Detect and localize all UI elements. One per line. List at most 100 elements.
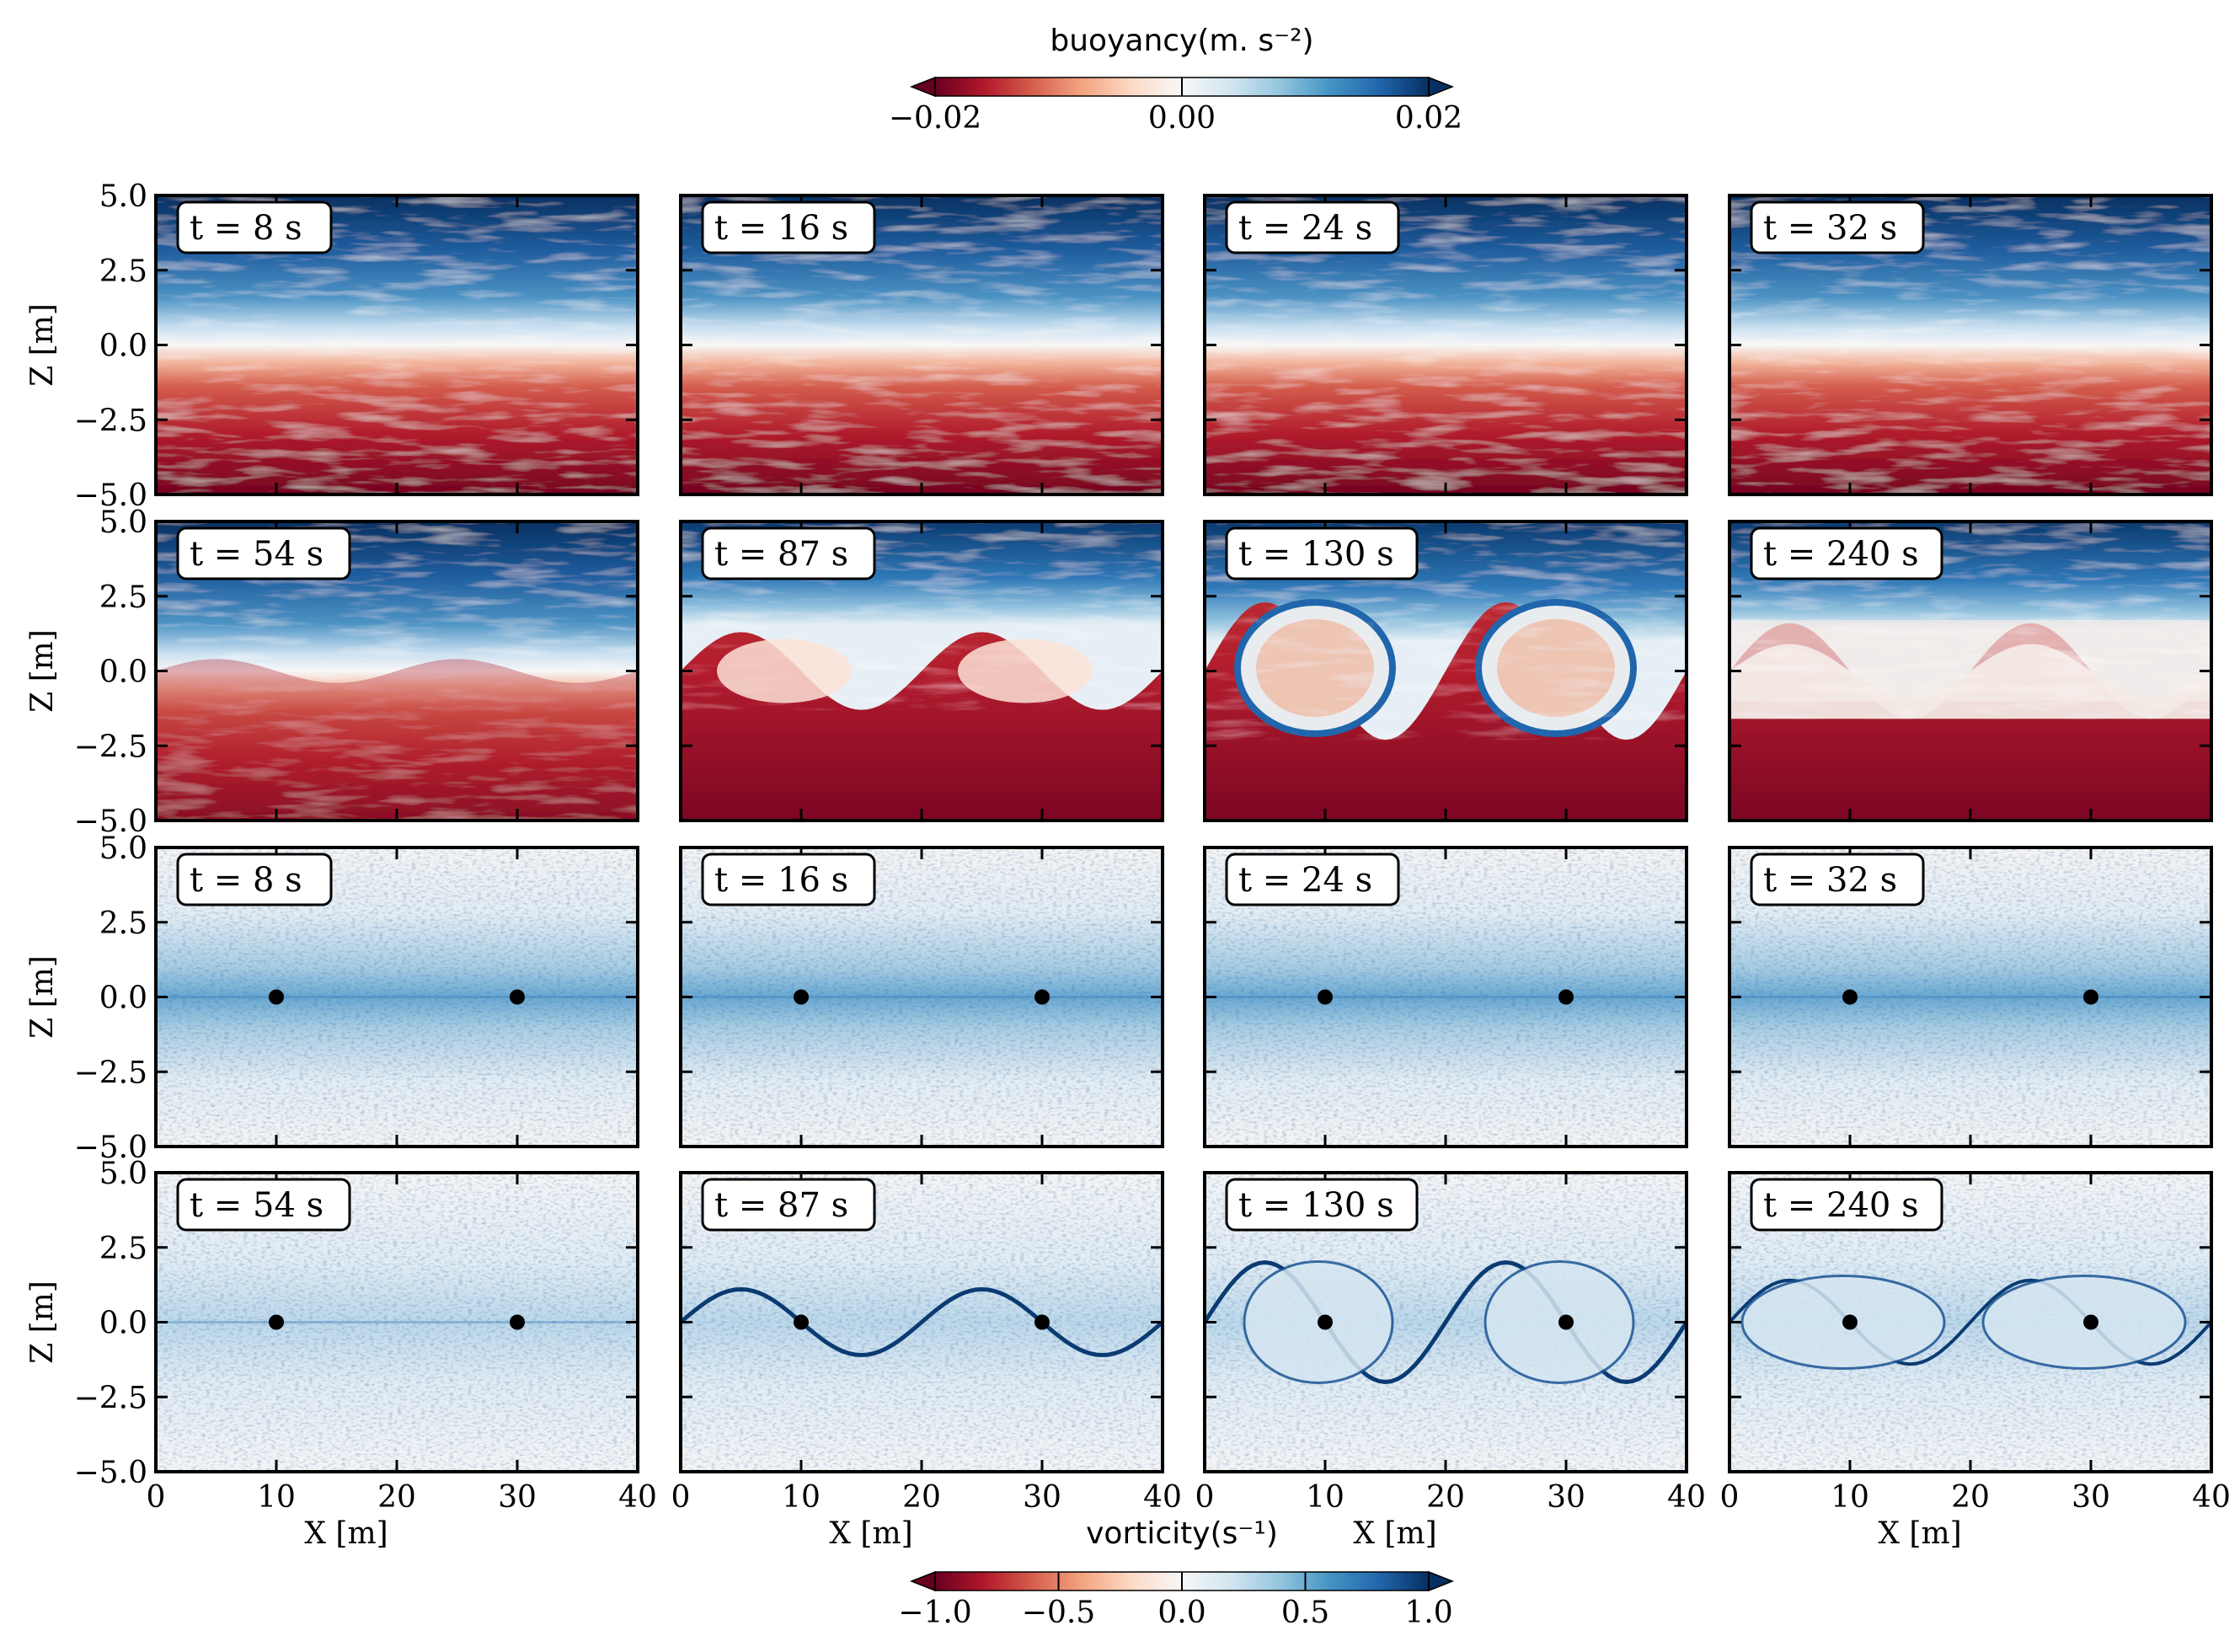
- vorticity-interface: [681, 1286, 1163, 1358]
- colorbar-extend-low: [909, 76, 936, 98]
- x-axis-label: X [m]: [304, 1516, 388, 1551]
- time-label: t = 54 s: [190, 1186, 323, 1225]
- marker-point-0: [269, 989, 284, 1005]
- x-tick-label: 30: [498, 1480, 537, 1515]
- x-tick-label: 40: [1143, 1480, 1182, 1515]
- time-label: t = 8 s: [190, 209, 302, 248]
- marker-point-1: [510, 989, 525, 1005]
- colorbar-tick-label: 0.02: [1395, 101, 1462, 136]
- colorbar-tick-label: −0.5: [1022, 1596, 1095, 1630]
- x-tick-label: 0: [1195, 1480, 1215, 1515]
- panel-image: [1729, 847, 2211, 1147]
- time-label-box: [1750, 1178, 1943, 1232]
- time-label: t = 54 s: [190, 535, 323, 574]
- buoyancy-vortex-core-1: [1497, 618, 1615, 717]
- panel-r2-c2: t = 24 s: [1203, 846, 1688, 1148]
- y-tick-label: 0.0: [99, 981, 147, 1016]
- y-tick-label: −2.5: [74, 1056, 147, 1090]
- y-tick-label: −5.0: [74, 1131, 147, 1165]
- x-tick-label: 10: [782, 1480, 821, 1515]
- panel-r1-c1: t = 87 s: [679, 520, 1164, 822]
- marker-point-0: [1842, 1314, 1858, 1330]
- marker-point-0: [794, 1314, 809, 1330]
- x-tick-label: 10: [257, 1480, 296, 1515]
- colorbar-label: vorticity(s⁻¹): [1086, 1516, 1278, 1551]
- colorbar-tick-label: −0.02: [889, 101, 981, 136]
- panel-r1-c2: t = 130 s: [1203, 520, 1688, 822]
- x-tick-label: 10: [1306, 1480, 1345, 1515]
- time-label-box: [1225, 1178, 1419, 1232]
- time-label-box: [1750, 200, 1925, 254]
- marker-point-1: [2083, 1314, 2098, 1330]
- vorticity-colorbar: −1.0 −0.5 0.0 0.5 1.0 vorticity(s⁻¹): [898, 1516, 1455, 1630]
- panel-r3-c2: 0 10 20 30 40 t = 130 s: [1195, 1171, 1706, 1515]
- time-label-box: [176, 527, 351, 580]
- x-tick-label: 20: [377, 1480, 416, 1515]
- time-label: t = 87 s: [714, 535, 848, 574]
- panel-r0-c2: t = 24 s: [1203, 194, 1688, 496]
- marker-point-0: [1842, 989, 1858, 1005]
- time-label-box: [176, 200, 333, 254]
- time-label-box: [1225, 853, 1400, 906]
- buoyancy-colorbar: −0.02 0.00 0.02 buoyancy(m. s⁻²): [889, 24, 1462, 136]
- time-label: t = 24 s: [1238, 209, 1372, 248]
- time-label: t = 240 s: [1763, 535, 1919, 574]
- colorbar-label: buoyancy(m. s⁻²): [1050, 24, 1313, 58]
- y-axis-label: Z [m]: [25, 629, 60, 713]
- panel-r3-c1: 0 10 20 30 40 t = 87 s: [671, 1171, 1182, 1515]
- y-axis-label: Z [m]: [25, 303, 60, 387]
- x-tick-label: 20: [1426, 1480, 1465, 1515]
- x-tick-label: 30: [1023, 1480, 1061, 1515]
- panel-r0-c0: 5.0 2.5 0.0 −2.5 −5.0 t = 8 s: [74, 179, 639, 513]
- y-tick-label: −2.5: [74, 1381, 147, 1415]
- marker-point-1: [1558, 1314, 1574, 1330]
- buoyancy-vortex-core-0: [1256, 618, 1374, 717]
- buoyancy-wave: [156, 659, 638, 821]
- panel-grid: 5.0 2.5 0.0 −2.5 −5.0 t = 8 s t = 16 s t = 24 s…: [74, 179, 2231, 1515]
- x-tick-label: 0: [147, 1480, 166, 1515]
- panel-r2-c0: 5.0 2.5 0.0 −2.5 −5.0 t = 8 s: [74, 831, 639, 1165]
- y-axis-label: Z [m]: [25, 955, 60, 1039]
- marker-point-0: [794, 989, 809, 1005]
- buoyancy-billow-0: [717, 639, 852, 703]
- panel-r3-c0: 5.0 2.5 0.0 −2.5 −5.00 10 20 30 40 t = 54 s: [74, 1157, 657, 1515]
- y-axis-label: Z [m]: [25, 1280, 60, 1364]
- time-label: t = 130 s: [1238, 535, 1394, 574]
- panel-r0-c1: t = 16 s: [679, 194, 1164, 496]
- x-tick-label: 0: [671, 1480, 691, 1515]
- x-tick-label: 10: [1831, 1480, 1869, 1515]
- marker-point-1: [1558, 989, 1574, 1005]
- time-label: t = 24 s: [1238, 861, 1372, 900]
- x-tick-label: 20: [902, 1480, 941, 1515]
- x-axis-label: X [m]: [829, 1516, 912, 1551]
- y-tick-label: 5.0: [99, 179, 147, 214]
- panel-r2-c3: t = 32 s: [1728, 846, 2213, 1148]
- buoyancy-billow-1: [958, 639, 1093, 703]
- x-tick-label: 30: [2072, 1480, 2110, 1515]
- colorbar-tick-label: 0.00: [1148, 101, 1216, 136]
- time-label-box: [176, 853, 333, 906]
- axis-labels: Z [m] Z [m] Z [m] Z [m] X [m] X [m] X [m] X [m]: [25, 303, 1962, 1551]
- time-label-box: [701, 853, 876, 906]
- colorbar-extend-high: [1428, 1570, 1455, 1592]
- time-label: t = 32 s: [1763, 861, 1897, 900]
- x-tick-label: 30: [1547, 1480, 1585, 1515]
- time-label-box: [1225, 527, 1419, 580]
- time-label: t = 16 s: [714, 209, 848, 248]
- panel-r2-c1: t = 16 s: [679, 846, 1164, 1148]
- y-tick-label: −5.0: [74, 805, 147, 839]
- panel-r3-c3: 0 10 20 30 40 t = 240 s: [1720, 1171, 2231, 1515]
- x-tick-label: 20: [1951, 1480, 1990, 1515]
- time-label-box: [1750, 527, 1943, 580]
- time-label: t = 240 s: [1763, 1186, 1919, 1225]
- marker-point-1: [1034, 989, 1050, 1005]
- time-label: t = 16 s: [714, 861, 848, 900]
- y-tick-label: 0.0: [99, 655, 147, 690]
- y-tick-label: 0.0: [99, 329, 147, 364]
- time-label-box: [701, 200, 876, 254]
- y-tick-label: −5.0: [74, 1456, 147, 1490]
- time-label-box: [1225, 200, 1400, 254]
- marker-point-0: [269, 1314, 284, 1330]
- colorbar-tick-label: −1.0: [898, 1596, 971, 1630]
